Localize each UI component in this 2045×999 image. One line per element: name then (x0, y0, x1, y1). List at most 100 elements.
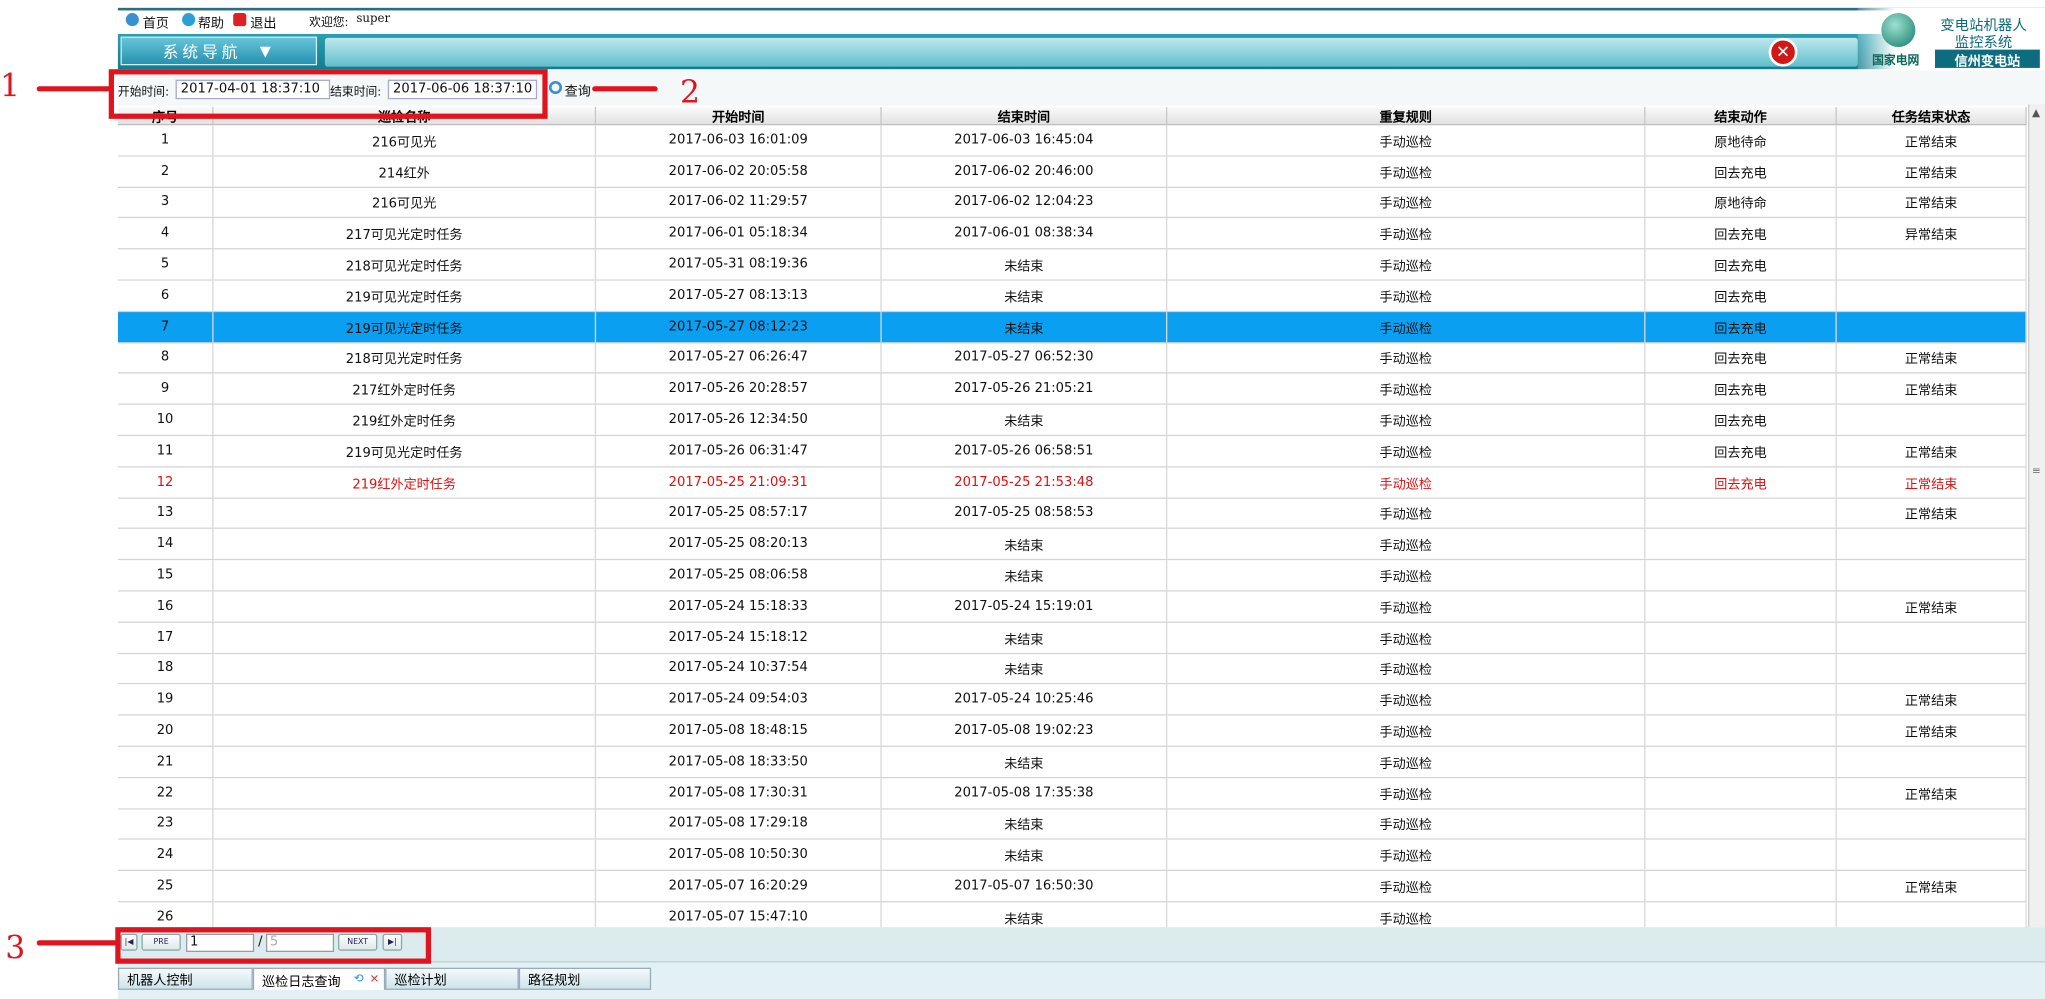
table-cell (214, 684, 597, 715)
table-row[interactable]: 12 219红外定时任务 2017-05-25 21:09:31 2017-05-25… (117, 467, 2027, 499)
table-row[interactable]: 21 2017-05-08 18:33:50 未结束 手动巡检 (117, 746, 2027, 779)
first-page-button[interactable]: |◀ (120, 933, 138, 951)
annotation-line (36, 86, 113, 92)
table-row[interactable]: 9 217红外定时任务 2017-05-26 20:28:57 2017-05-26 … (117, 373, 2027, 406)
table-row[interactable]: 6 219可见光定时任务 2017-05-27 08:13:13 未结束 手动巡检 回去充… (117, 280, 2027, 312)
table-cell (214, 498, 597, 529)
table-row[interactable]: 5 218可见光定时任务 2017-05-31 08:19:36 未结束 手动巡检 回去充… (117, 249, 2027, 281)
column-header[interactable]: 结束动作 (1645, 107, 1837, 125)
page-input[interactable]: 1 (186, 933, 255, 953)
table-cell: 手动巡检 (1167, 405, 1646, 435)
table-cell: 手动巡检 (1167, 560, 1646, 591)
tab-refresh-icon[interactable]: ⟲ (353, 972, 364, 986)
table-row[interactable]: 8 218可见光定时任务 2017-05-27 06:26:47 2017-05-27… (117, 342, 2027, 374)
search-icon (548, 80, 563, 95)
help-icon (182, 13, 196, 27)
table-cell (214, 871, 597, 902)
table-cell: 手动巡检 (1167, 902, 1646, 928)
table-row[interactable]: 16 2017-05-24 15:18:33 2017-05-24 15:19:01… (117, 591, 2027, 623)
table-row[interactable]: 22 2017-05-08 17:30:31 2017-05-08 17:35:38… (117, 778, 2027, 810)
table-cell: 2017-05-25 21:09:31 (596, 467, 882, 498)
table-cell (1837, 405, 2027, 435)
table-row[interactable]: 4 217可见光定时任务 2017-06-01 05:18:34 2017-06-01… (117, 218, 2027, 250)
end-input[interactable]: 2017-06-06 18:37:10 (387, 79, 538, 100)
table-cell: 2017-05-24 15:19:01 (882, 591, 1168, 622)
table-cell: 2017-05-25 08:06:58 (596, 560, 882, 591)
table-row[interactable]: 25 2017-05-07 16:20:29 2017-05-07 16:50:30… (117, 871, 2027, 903)
scroll-thumb[interactable]: ≡ (2031, 464, 2041, 477)
table-cell: 未结束 (882, 529, 1168, 560)
close-button[interactable]: ✕ (1768, 37, 1798, 67)
home-link[interactable]: 首页 (142, 16, 170, 32)
table-cell: 2017-05-24 10:25:46 (882, 684, 1168, 715)
table-cell: 2017-05-27 08:12:23 (596, 311, 882, 342)
table-cell: 2017-05-08 10:50:30 (596, 840, 882, 870)
table-cell: 未结束 (882, 622, 1168, 653)
table-row[interactable]: 15 2017-05-25 08:06:58 未结束 手动巡检 (117, 560, 2027, 592)
tab[interactable]: 巡检日志查询 ⟲ × (252, 967, 386, 990)
column-header[interactable]: 结束时间 (882, 107, 1168, 125)
user-name: super (356, 13, 391, 27)
table-cell (214, 809, 597, 839)
next-button[interactable]: NEXT (338, 933, 378, 951)
nav-menu-label: 系统导航 (162, 42, 242, 61)
logout-link[interactable]: 退出 (250, 16, 277, 32)
start-input[interactable]: 2017-04-01 18:37:10 (175, 79, 331, 100)
table-row[interactable]: 10 219红外定时任务 2017-05-26 12:34:50 未结束 手动巡检 回去充… (117, 405, 2027, 437)
table-row[interactable]: 13 2017-05-25 08:57:17 2017-05-25 08:58:53… (117, 498, 2027, 530)
table-cell: 2017-06-02 12:04:23 (882, 187, 1168, 218)
column-header[interactable]: 开始时间 (596, 107, 882, 125)
table-cell: 9 (118, 373, 214, 404)
table-cell (1645, 684, 1837, 715)
table-cell: 2017-05-27 06:26:47 (596, 342, 882, 373)
table-cell (214, 715, 597, 746)
tab-close-icon[interactable]: × (369, 972, 380, 986)
table-row[interactable]: 2 214红外 2017-06-02 20:05:58 2017-06-02 20:4… (117, 156, 2027, 188)
table-row[interactable]: 24 2017-05-08 10:50:30 未结束 手动巡检 (117, 840, 2027, 872)
table-row[interactable]: 26 2017-05-07 15:47:10 未结束 手动巡检 (117, 902, 2027, 928)
table-cell (1645, 591, 1837, 622)
table-cell: 2017-06-02 20:46:00 (882, 156, 1168, 187)
table-cell: 未结束 (882, 653, 1168, 684)
last-page-button[interactable]: ▶| (382, 933, 403, 951)
table-row[interactable]: 1 216可见光 2017-06-03 16:01:09 2017-06-03 16:… (117, 125, 2027, 157)
table-row[interactable]: 11 219可见光定时任务 2017-05-26 06:31:47 2017-05-2… (117, 436, 2027, 468)
table-cell: 正常结束 (1837, 778, 2027, 808)
table-cell: 正常结束 (1837, 156, 2027, 187)
tab[interactable]: 路径规划 (518, 967, 652, 990)
start-label: 开始时间: (117, 86, 170, 100)
table-cell (214, 902, 597, 928)
table-cell: 未结束 (882, 405, 1168, 435)
table-cell: 2017-06-01 08:38:34 (882, 218, 1168, 249)
help-link[interactable]: 帮助 (197, 16, 225, 32)
table-cell (1837, 622, 2027, 653)
table-cell: 7 (118, 311, 214, 342)
table-cell: 未结束 (882, 249, 1168, 280)
table-row[interactable]: 17 2017-05-24 15:18:12 未结束 手动巡检 (117, 622, 2027, 654)
table-cell: 回去充电 (1645, 218, 1837, 249)
table-cell: 219可见光定时任务 (214, 311, 597, 342)
tab[interactable]: 巡检计划 (385, 967, 519, 990)
table-row[interactable]: 18 2017-05-24 10:37:54 未结束 手动巡检 (117, 653, 2027, 685)
tab-label: 巡检日志查询 (262, 974, 341, 990)
table-row[interactable]: 19 2017-05-24 09:54:03 2017-05-24 10:25:46… (117, 684, 2027, 716)
table-row[interactable]: 3 216可见光 2017-06-02 11:29:57 2017-06-02 12:… (117, 187, 2027, 219)
table-cell: 26 (118, 902, 214, 928)
scroll-up[interactable]: ▲ (2031, 107, 2041, 119)
table-cell: 未结束 (882, 280, 1168, 311)
table-row[interactable]: 23 2017-05-08 17:29:18 未结束 手动巡检 (117, 809, 2027, 841)
query-button[interactable]: 查询 (564, 84, 591, 100)
table-row[interactable]: 7 219可见光定时任务 2017-05-27 08:12:23 未结束 手动巡检 回去充… (117, 311, 2027, 343)
table-row[interactable]: 14 2017-05-25 08:20:13 未结束 手动巡检 (117, 529, 2027, 561)
scrollbar[interactable] (2028, 104, 2045, 928)
table-cell: 25 (118, 871, 214, 902)
tab[interactable]: 机器人控制 (117, 967, 253, 990)
column-header[interactable]: 重复规则 (1167, 107, 1646, 125)
table-row[interactable]: 20 2017-05-08 18:48:15 2017-05-08 19:02:23… (117, 715, 2027, 747)
nav-menu-button[interactable]: 系统导航 ▼ (120, 36, 318, 66)
table-cell: 217红外定时任务 (214, 373, 597, 404)
prev-button[interactable]: PRE (141, 933, 181, 951)
column-header[interactable]: 任务结束状态 (1837, 107, 2027, 125)
top-bar (117, 7, 2045, 33)
table-cell: 219红外定时任务 (214, 405, 597, 435)
